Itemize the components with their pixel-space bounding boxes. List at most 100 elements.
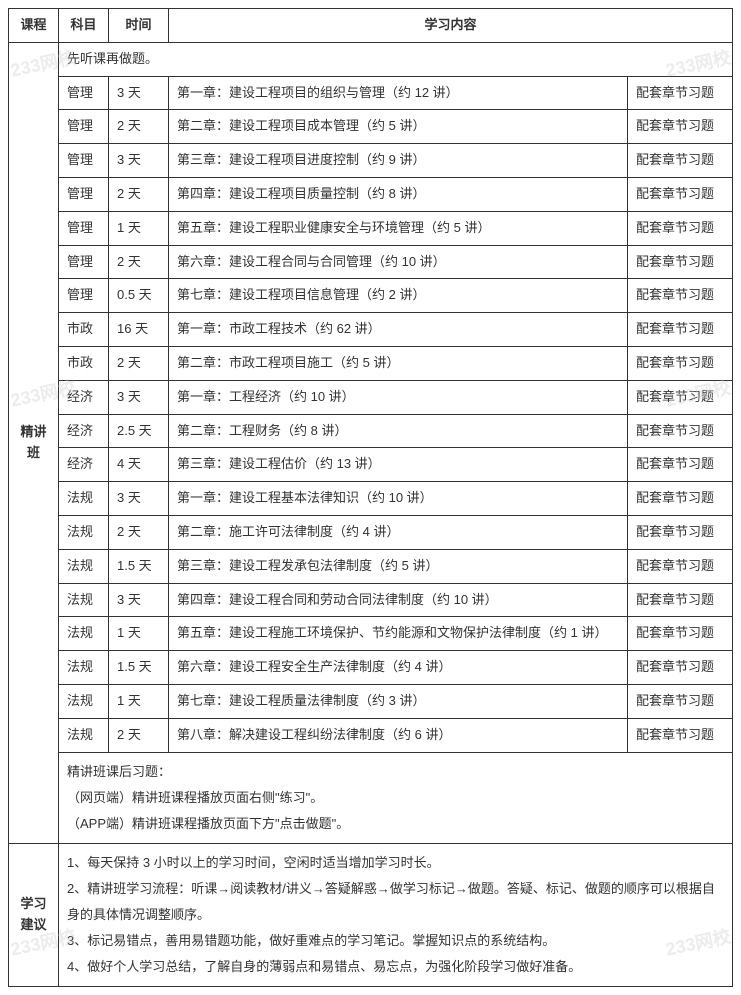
- time-cell: 3 天: [109, 380, 169, 414]
- subject-cell: 法规: [59, 651, 109, 685]
- subject-cell: 市政: [59, 346, 109, 380]
- content-cell: 第五章：建设工程施工环境保护、节约能源和文物保护法律制度（约 1 讲）: [169, 617, 628, 651]
- content-cell: 第二章：施工许可法律制度（约 4 讲）: [169, 515, 628, 549]
- note-cell: 配套章节习题: [627, 482, 732, 516]
- note-cell: 配套章节习题: [627, 313, 732, 347]
- table-row: 法规1 天第七章：建设工程质量法律制度（约 3 讲）配套章节习题: [9, 684, 733, 718]
- note-cell: 配套章节习题: [627, 76, 732, 110]
- note-cell: 配套章节习题: [627, 380, 732, 414]
- table-row: 法规3 天第四章：建设工程合同和劳动合同法律制度（约 10 讲）配套章节习题: [9, 583, 733, 617]
- content-cell: 第三章：建设工程项目进度控制（约 9 讲）: [169, 144, 628, 178]
- table-row: 法规1 天第五章：建设工程施工环境保护、节约能源和文物保护法律制度（约 1 讲）…: [9, 617, 733, 651]
- time-cell: 2 天: [109, 346, 169, 380]
- content-cell: 第八章：解决建设工程纠纷法律制度（约 6 讲）: [169, 718, 628, 752]
- time-cell: 2 天: [109, 177, 169, 211]
- content-cell: 第一章：工程经济（约 10 讲）: [169, 380, 628, 414]
- content-cell: 第二章：市政工程项目施工（约 5 讲）: [169, 346, 628, 380]
- time-cell: 3 天: [109, 482, 169, 516]
- table-row: 管理0.5 天第七章：建设工程项目信息管理（约 2 讲）配套章节习题: [9, 279, 733, 313]
- subject-cell: 经济: [59, 380, 109, 414]
- note-cell: 配套章节习题: [627, 617, 732, 651]
- header-content: 学习内容: [169, 9, 733, 43]
- content-cell: 第三章：建设工程发承包法律制度（约 5 讲）: [169, 549, 628, 583]
- time-cell: 2 天: [109, 718, 169, 752]
- subject-cell: 管理: [59, 245, 109, 279]
- content-cell: 第七章：建设工程质量法律制度（约 3 讲）: [169, 684, 628, 718]
- time-cell: 3 天: [109, 583, 169, 617]
- content-cell: 第一章：市政工程技术（约 62 讲）: [169, 313, 628, 347]
- advice-content-cell: 1、每天保持 3 小时以上的学习时间，空闲时适当增加学习时长。2、精讲班学习流程…: [59, 843, 733, 986]
- subject-cell: 法规: [59, 583, 109, 617]
- subject-cell: 管理: [59, 110, 109, 144]
- note-cell: 配套章节习题: [627, 448, 732, 482]
- time-cell: 16 天: [109, 313, 169, 347]
- header-course: 课程: [9, 9, 59, 43]
- time-cell: 2 天: [109, 515, 169, 549]
- subject-cell: 管理: [59, 279, 109, 313]
- table-row: 法规1.5 天第六章：建设工程安全生产法律制度（约 4 讲）配套章节习题: [9, 651, 733, 685]
- time-cell: 3 天: [109, 76, 169, 110]
- content-cell: 第二章：建设工程项目成本管理（约 5 讲）: [169, 110, 628, 144]
- subject-cell: 经济: [59, 448, 109, 482]
- note-cell: 配套章节习题: [627, 515, 732, 549]
- note-cell: 配套章节习题: [627, 718, 732, 752]
- content-cell: 第四章：建设工程合同和劳动合同法律制度（约 10 讲）: [169, 583, 628, 617]
- note-cell: 配套章节习题: [627, 144, 732, 178]
- course-name-cell: 精讲班: [9, 42, 59, 843]
- content-cell: 第三章：建设工程估价（约 13 讲）: [169, 448, 628, 482]
- note-cell: 配套章节习题: [627, 651, 732, 685]
- subject-cell: 法规: [59, 718, 109, 752]
- table-row: 市政16 天第一章：市政工程技术（约 62 讲）配套章节习题: [9, 313, 733, 347]
- time-cell: 2 天: [109, 245, 169, 279]
- time-cell: 1 天: [109, 684, 169, 718]
- content-cell: 第二章：工程财务（约 8 讲）: [169, 414, 628, 448]
- subject-cell: 市政: [59, 313, 109, 347]
- table-row: 管理2 天第四章：建设工程项目质量控制（约 8 讲）配套章节习题: [9, 177, 733, 211]
- time-cell: 4 天: [109, 448, 169, 482]
- subject-cell: 经济: [59, 414, 109, 448]
- table-row: 管理3 天第三章：建设工程项目进度控制（约 9 讲）配套章节习题: [9, 144, 733, 178]
- table-row: 管理2 天第二章：建设工程项目成本管理（约 5 讲）配套章节习题: [9, 110, 733, 144]
- time-cell: 0.5 天: [109, 279, 169, 313]
- table-row: 经济2.5 天第二章：工程财务（约 8 讲）配套章节习题: [9, 414, 733, 448]
- subject-cell: 法规: [59, 549, 109, 583]
- note-cell: 配套章节习题: [627, 177, 732, 211]
- table-body: 精讲班先听课再做题。管理3 天第一章：建设工程项目的组织与管理（约 12 讲）配…: [9, 42, 733, 986]
- subject-cell: 管理: [59, 211, 109, 245]
- subject-cell: 法规: [59, 684, 109, 718]
- table-row: 管理1 天第五章：建设工程职业健康安全与环境管理（约 5 讲）配套章节习题: [9, 211, 733, 245]
- subject-cell: 管理: [59, 76, 109, 110]
- advice-label-cell: 学习建议: [9, 843, 59, 986]
- note-cell: 配套章节习题: [627, 279, 732, 313]
- header-row: 课程 科目 时间 学习内容: [9, 9, 733, 43]
- content-cell: 第四章：建设工程项目质量控制（约 8 讲）: [169, 177, 628, 211]
- time-cell: 1.5 天: [109, 549, 169, 583]
- content-cell: 第一章：建设工程项目的组织与管理（约 12 讲）: [169, 76, 628, 110]
- note-cell: 配套章节习题: [627, 110, 732, 144]
- subject-cell: 法规: [59, 515, 109, 549]
- header-time: 时间: [109, 9, 169, 43]
- table-row: 法规1.5 天第三章：建设工程发承包法律制度（约 5 讲）配套章节习题: [9, 549, 733, 583]
- after-note-cell: 精讲班课后习题：（网页端）精讲班课程播放页面右侧"练习"。（APP端）精讲班课程…: [59, 752, 733, 843]
- note-cell: 配套章节习题: [627, 583, 732, 617]
- content-cell: 第五章：建设工程职业健康安全与环境管理（约 5 讲）: [169, 211, 628, 245]
- time-cell: 2 天: [109, 110, 169, 144]
- note-cell: 配套章节习题: [627, 414, 732, 448]
- table-row: 经济3 天第一章：工程经济（约 10 讲）配套章节习题: [9, 380, 733, 414]
- time-cell: 3 天: [109, 144, 169, 178]
- note-cell: 配套章节习题: [627, 549, 732, 583]
- table-row: 管理2 天第六章：建设工程合同与合同管理（约 10 讲）配套章节习题: [9, 245, 733, 279]
- content-cell: 第七章：建设工程项目信息管理（约 2 讲）: [169, 279, 628, 313]
- advice-row: 学习建议1、每天保持 3 小时以上的学习时间，空闲时适当增加学习时长。2、精讲班…: [9, 843, 733, 986]
- subject-cell: 管理: [59, 144, 109, 178]
- subject-cell: 法规: [59, 482, 109, 516]
- study-plan-table: 课程 科目 时间 学习内容 精讲班先听课再做题。管理3 天第一章：建设工程项目的…: [8, 8, 733, 987]
- note-cell: 配套章节习题: [627, 346, 732, 380]
- table-row: 法规2 天第八章：解决建设工程纠纷法律制度（约 6 讲）配套章节习题: [9, 718, 733, 752]
- time-cell: 2.5 天: [109, 414, 169, 448]
- subject-cell: 管理: [59, 177, 109, 211]
- header-subject: 科目: [59, 9, 109, 43]
- intro-row: 精讲班先听课再做题。: [9, 42, 733, 76]
- subject-cell: 法规: [59, 617, 109, 651]
- note-cell: 配套章节习题: [627, 211, 732, 245]
